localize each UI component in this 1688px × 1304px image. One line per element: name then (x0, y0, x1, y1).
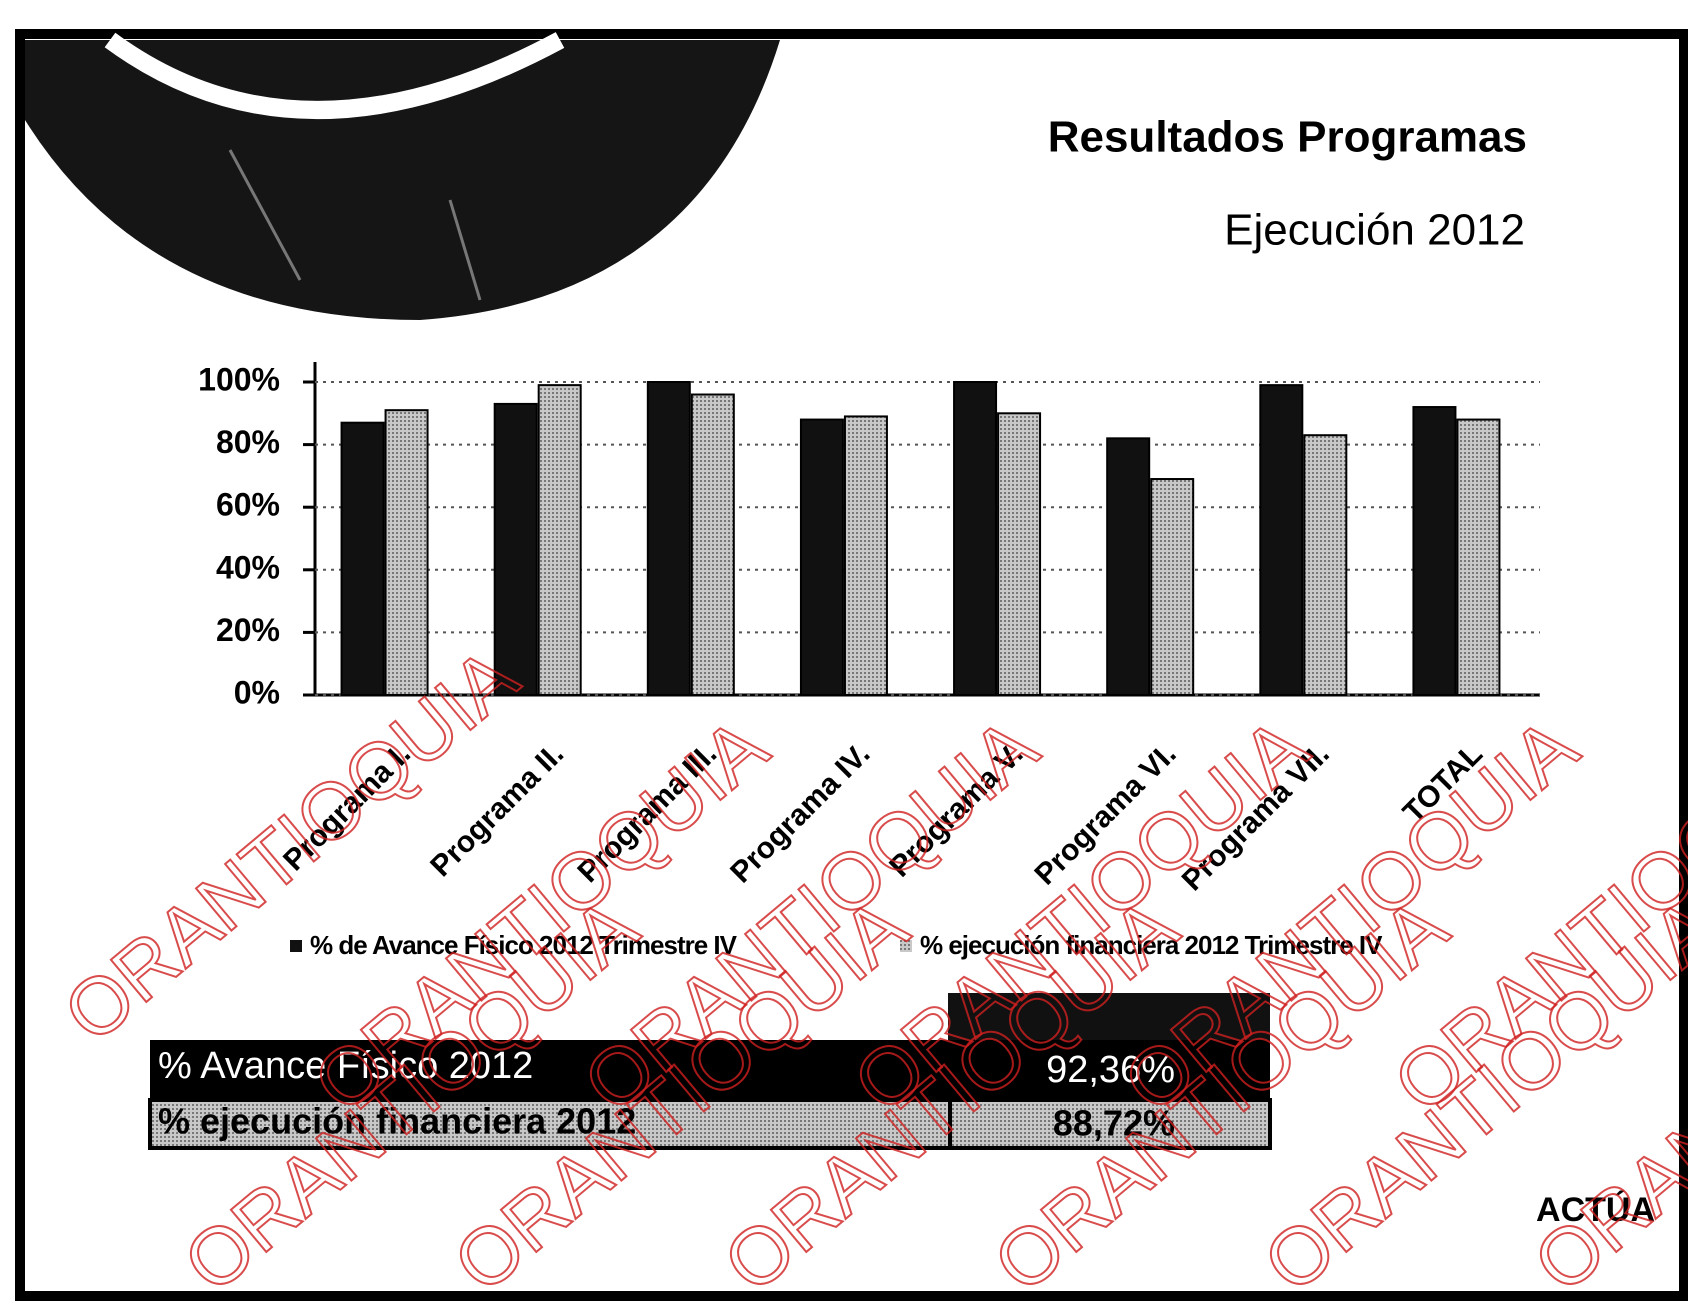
bar (342, 423, 384, 695)
bar (1304, 435, 1346, 695)
y-tick-label: 0% (234, 674, 280, 710)
legend-swatch (290, 940, 302, 952)
bar (1151, 479, 1193, 695)
y-tick-label: 20% (216, 612, 280, 648)
bar (1457, 420, 1499, 695)
bar (954, 382, 996, 695)
bar (692, 395, 734, 695)
bar (998, 413, 1040, 695)
bar (1413, 407, 1455, 695)
slide: Resultados Programas Ejecución 2012 % Av… (0, 0, 1688, 1304)
y-tick-label: 80% (216, 424, 280, 460)
chart-title: Resultados Programas (1048, 113, 1527, 162)
bar (539, 385, 581, 695)
chart-subtitle: Ejecución 2012 (1224, 206, 1525, 255)
bar (845, 416, 887, 695)
bar (386, 410, 428, 695)
y-tick-label: 40% (216, 549, 280, 585)
bar (1260, 385, 1302, 695)
bar (648, 382, 690, 695)
page: Resultados Programas Ejecución 2012 % Av… (0, 0, 1688, 1304)
bar (1107, 438, 1149, 695)
y-tick-label: 100% (198, 361, 280, 397)
y-tick-label: 60% (216, 487, 280, 523)
bar (801, 420, 843, 695)
bar (495, 404, 537, 695)
